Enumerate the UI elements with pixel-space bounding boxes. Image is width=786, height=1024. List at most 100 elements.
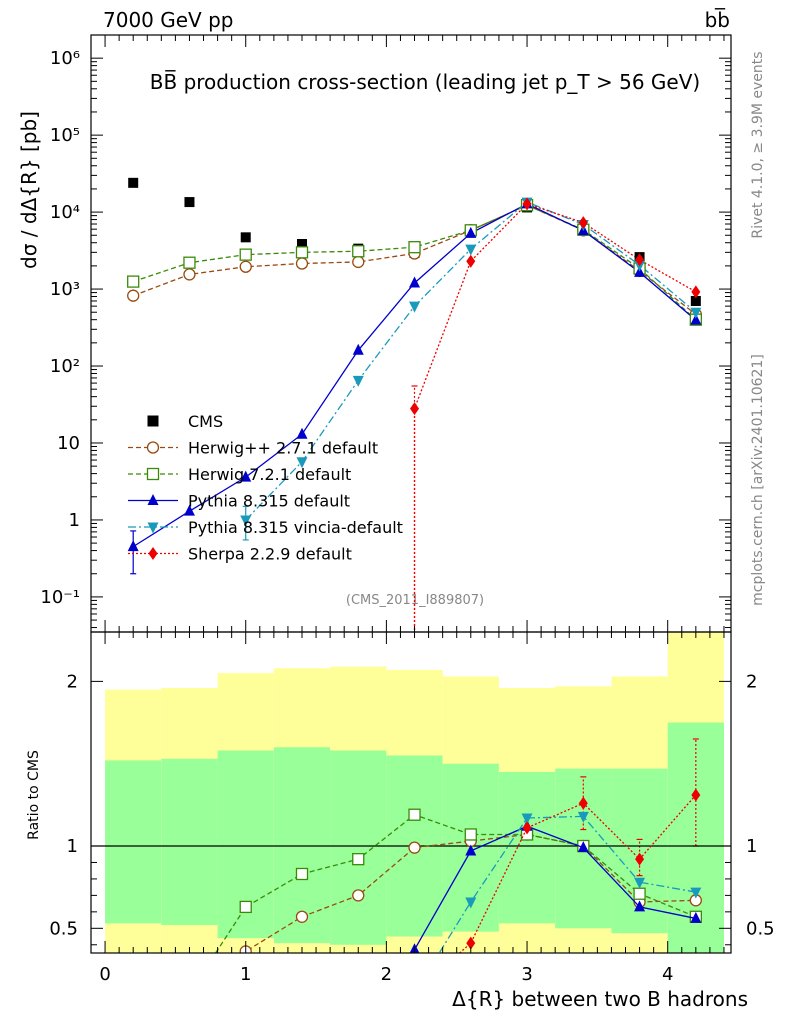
data-point <box>352 889 365 902</box>
y-tick-label: 10 <box>57 433 80 454</box>
rivet-label: Rivet 4.1.0, ≥ 3.9M events <box>750 51 766 238</box>
data-point <box>691 285 701 299</box>
data-point <box>408 808 421 821</box>
ratio-tick-label-right: 0.5 <box>746 918 775 939</box>
x-tick-label: 3 <box>521 964 532 985</box>
series-line <box>132 204 697 321</box>
data-point <box>239 248 252 261</box>
chart-title: BB̅ production cross-section (leading je… <box>150 69 700 94</box>
data-point <box>464 828 477 841</box>
data-point <box>183 256 196 269</box>
data-point <box>635 852 645 866</box>
data-point <box>691 788 701 802</box>
data-point <box>146 441 160 454</box>
data-point <box>352 375 364 387</box>
ratio-line <box>438 815 696 953</box>
axes: 0 1 2 3 4 10⁻¹ 1 10 10² 10³ 10⁴ 10⁵ 10⁶ 0.5 0.5 1 1 2 2 <box>40 34 775 985</box>
y-tick-label: 10⁵ <box>50 125 80 146</box>
legend-label: Sherpa 2.2.9 default <box>188 545 352 564</box>
data-point <box>295 246 309 259</box>
x-tick-label: 2 <box>381 964 392 985</box>
y-tick-label: 1 <box>69 510 80 531</box>
energy-label: 7000 GeV pp <box>103 8 234 32</box>
data-point <box>690 887 702 899</box>
ratio-tick-label-left: 2 <box>67 671 78 692</box>
green-band-bin <box>105 760 162 924</box>
data-point <box>522 197 532 211</box>
y-tick-label: 10³ <box>50 279 80 300</box>
data-point <box>240 515 252 527</box>
data-point <box>465 844 477 856</box>
data-point <box>408 841 421 854</box>
data-point <box>295 910 309 923</box>
green-band-bin <box>161 758 218 926</box>
ratio-tick-label-left: 1 <box>67 836 78 857</box>
green-band-bin <box>330 750 387 945</box>
data-point <box>295 867 309 881</box>
data-point <box>127 289 140 302</box>
ratio-plot-marks <box>91 738 731 953</box>
process-label: bb̅ <box>705 7 730 32</box>
green-band-bin <box>273 747 331 944</box>
legend-label: Herwig 7.2.1 default <box>188 465 351 484</box>
data-point <box>634 877 646 889</box>
data-point <box>239 900 252 914</box>
data-point <box>409 276 421 288</box>
data-point <box>408 241 421 254</box>
ratio-tick-label-left: 0.5 <box>49 918 78 939</box>
data-point <box>577 811 589 823</box>
data-point <box>352 343 364 355</box>
data-point <box>183 268 196 281</box>
main-panel-frame <box>90 34 732 633</box>
ratio-line <box>242 833 696 953</box>
ratio-axis-label: Ratio to CMS <box>26 750 42 840</box>
data-point <box>239 260 252 273</box>
x-tick-label: 1 <box>240 964 251 985</box>
data-point <box>521 813 533 825</box>
data-point <box>183 504 195 516</box>
y-tick-label: 10⁶ <box>50 48 80 69</box>
data-point <box>352 255 365 269</box>
data-point <box>466 936 476 950</box>
data-point <box>635 253 645 267</box>
data-point <box>465 897 477 909</box>
data-point <box>127 275 140 288</box>
data-point <box>690 307 702 319</box>
x-axis-label: Δ{R} between two B hadrons <box>452 987 748 1011</box>
mcplots-label: mcplots.cern.ch [arXiv:2401.10621] <box>750 354 766 606</box>
x-tick-label: 0 <box>99 964 110 985</box>
data-point <box>690 313 702 325</box>
data-point <box>148 547 158 560</box>
data-point <box>352 245 365 258</box>
data-point <box>240 232 251 243</box>
legend: CMS Herwig++ 2.7.1 default Herwig 7.2.1 de… <box>128 412 403 564</box>
ratio-line <box>214 813 697 953</box>
data-point <box>466 254 476 268</box>
data-point <box>296 238 307 249</box>
data-point <box>578 796 588 810</box>
data-point <box>295 257 309 270</box>
y-tick-label: 10⁴ <box>50 202 80 223</box>
data-point <box>634 900 646 912</box>
x-tick-label: 4 <box>662 964 673 985</box>
data-point <box>633 887 646 900</box>
data-point <box>128 177 139 188</box>
data-point <box>410 402 420 416</box>
data-point <box>465 244 477 256</box>
y-tick-label: 10² <box>50 356 80 377</box>
data-point <box>578 216 588 230</box>
data-point <box>127 540 139 552</box>
series-line <box>413 203 697 632</box>
legend-label: Pythia 8.315 default <box>188 492 350 511</box>
legend-label: Herwig++ 2.7.1 default <box>188 439 378 458</box>
data-point <box>690 911 702 923</box>
ratio-panel-frame <box>90 631 732 954</box>
data-point <box>147 522 159 534</box>
data-point <box>147 494 159 505</box>
data-point <box>690 295 701 306</box>
data-point <box>522 821 532 835</box>
data-point <box>577 841 589 853</box>
data-point <box>184 197 195 208</box>
data-point <box>296 457 308 469</box>
data-point <box>352 853 365 866</box>
